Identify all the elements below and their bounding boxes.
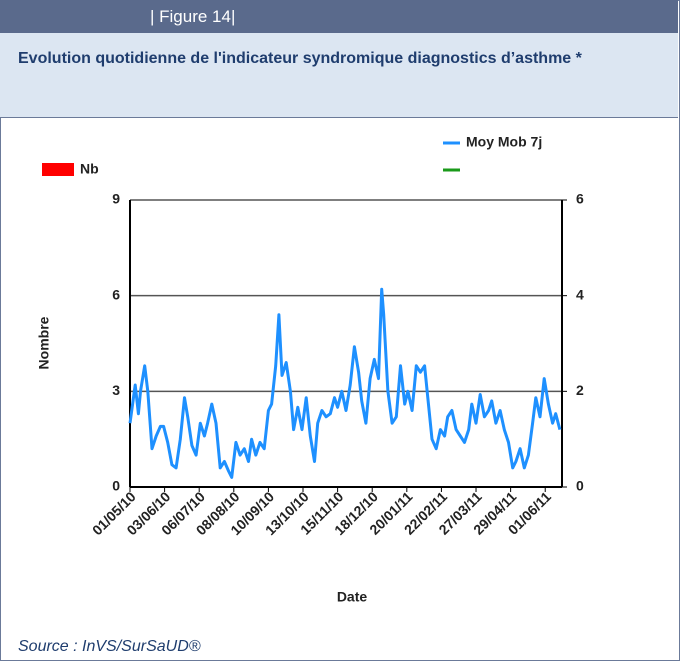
y2-tick-label: 2 [576, 382, 584, 398]
figure-number: | Figure 14| [150, 7, 236, 26]
y2-tick-label: 0 [576, 478, 584, 494]
figure-header: | Figure 14| [0, 0, 678, 33]
y-axis-label: Nombre [36, 316, 52, 369]
y-tick-label: 0 [112, 478, 120, 494]
legend-swatch [42, 163, 74, 176]
title-box: Evolution quotidienne de l'indicateur sy… [0, 33, 678, 118]
y-tick-label: 9 [112, 191, 120, 207]
legend-label: Moy Mob 7j [466, 134, 542, 150]
y2-tick-label: 6 [576, 191, 584, 207]
y2-tick-label: 4 [576, 286, 584, 302]
y-tick-label: 6 [112, 286, 120, 302]
legend-label: Nb [80, 161, 99, 177]
y-tick-label: 3 [112, 382, 120, 398]
chart-title: Evolution quotidienne de l'indicateur sy… [18, 50, 582, 67]
source: Source : InVS/SurSaUD® [18, 638, 201, 655]
line-series [128, 287, 562, 479]
x-axis-label: Date [337, 589, 368, 605]
